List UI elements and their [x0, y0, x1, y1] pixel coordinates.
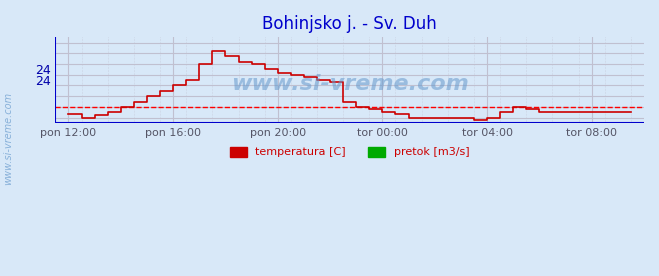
Text: www.si-vreme.com: www.si-vreme.com: [231, 75, 469, 94]
Title: Bohinjsko j. - Sv. Duh: Bohinjsko j. - Sv. Duh: [262, 15, 437, 33]
Text: www.si-vreme.com: www.si-vreme.com: [3, 91, 14, 185]
Legend: temperatura [C], pretok [m3/s]: temperatura [C], pretok [m3/s]: [225, 142, 474, 162]
